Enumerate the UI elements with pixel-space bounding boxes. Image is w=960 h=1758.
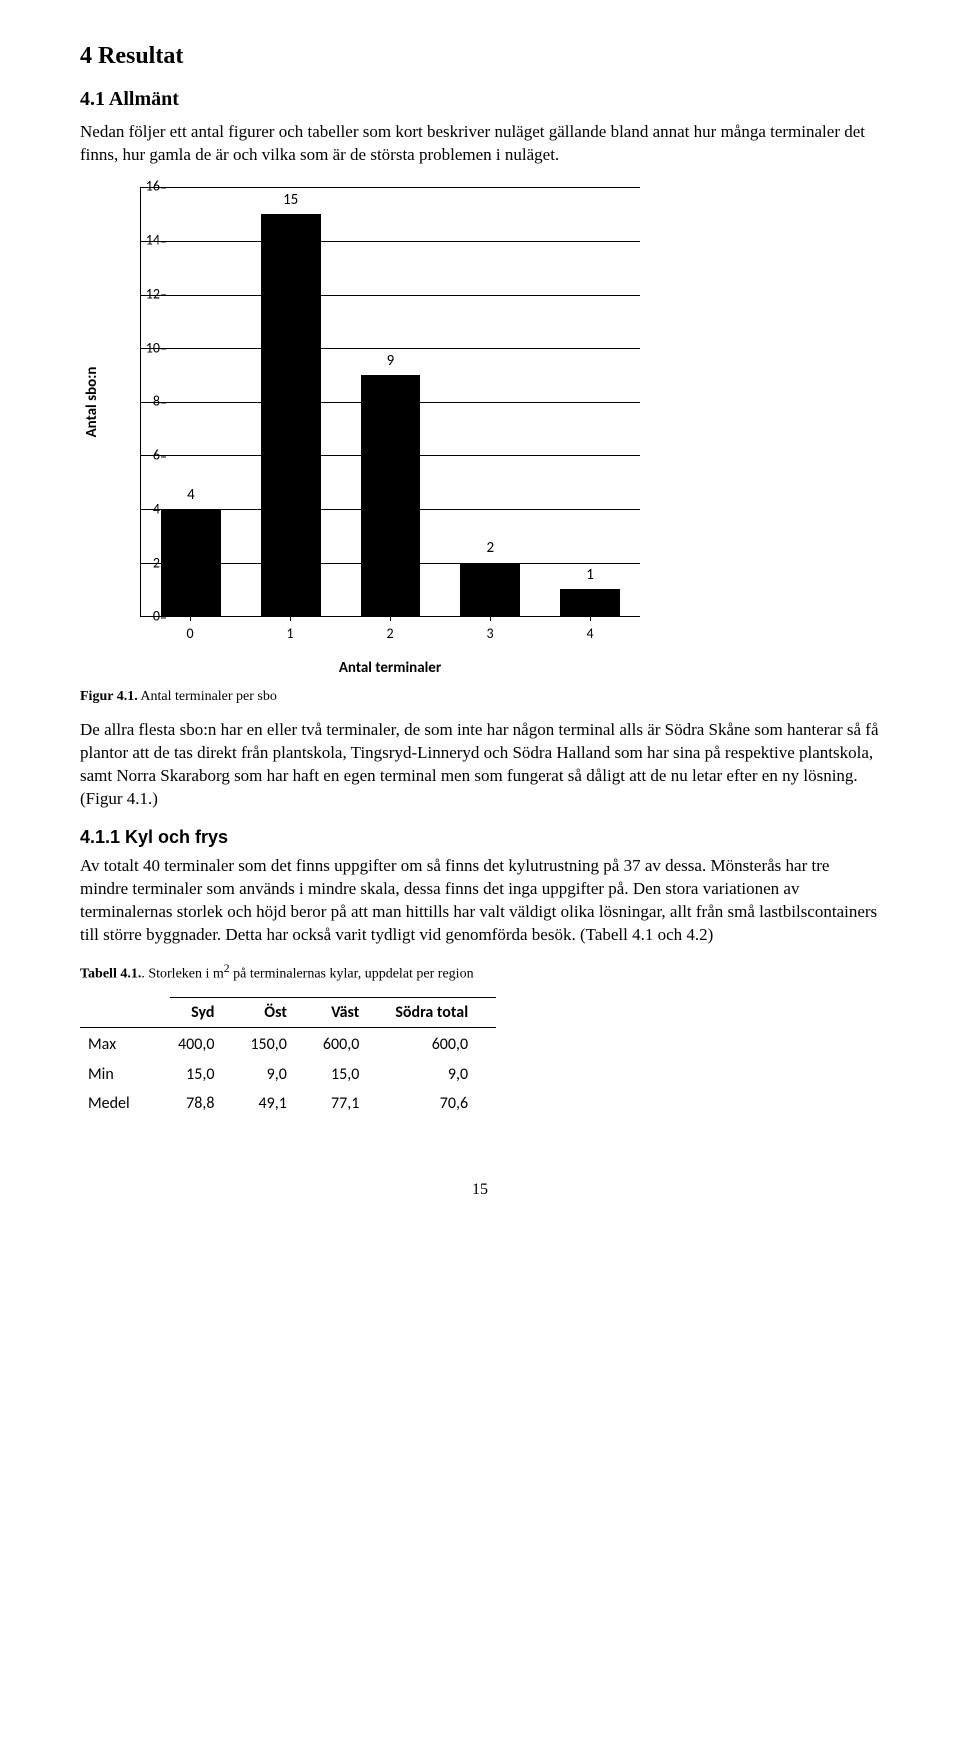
intro-paragraph: Nedan följer ett antal figurer och tabel… [80, 121, 880, 167]
table-cell: 9,0 [387, 1060, 496, 1090]
bar [460, 563, 520, 617]
bar-value-label: 4 [187, 485, 195, 505]
table-head: SydÖstVästSödra total [80, 997, 496, 1028]
table-cell: 15,0 [170, 1060, 242, 1090]
table-cell: 600,0 [315, 1028, 387, 1060]
table-caption: Tabell 4.1.. Storleken i m2 på terminale… [80, 961, 880, 985]
table-cell: 150,0 [242, 1028, 314, 1060]
x-tick: 1 [240, 625, 340, 644]
table-column-header: Syd [170, 997, 242, 1028]
bar-chart-figure: Antal sbo:n 0246810121416 415921 01234 A… [80, 187, 640, 678]
figure-caption-text: Antal terminaler per sbo [138, 689, 277, 704]
y-axis-label: Antal sbo:n [82, 367, 102, 438]
table-cell: 400,0 [170, 1028, 242, 1060]
table-column-header [80, 997, 170, 1028]
table-cell: Min [80, 1060, 170, 1090]
page-number: 15 [80, 1179, 880, 1201]
table-column-header: Väst [315, 997, 387, 1028]
dimensions-table: SydÖstVästSödra total Max400,0150,0600,0… [80, 997, 496, 1119]
subsubsection-heading: 4.1.1 Kyl och frys [80, 825, 880, 849]
chart-plot-area: 4 15 9 2 1 [140, 187, 640, 617]
table-cell: 78,8 [170, 1089, 242, 1119]
table-cell: 49,1 [242, 1089, 314, 1119]
x-tick: 2 [340, 625, 440, 644]
table-cell: 600,0 [387, 1028, 496, 1060]
table-cell: Max [80, 1028, 170, 1060]
x-tick: 4 [540, 625, 640, 644]
table-cell: 15,0 [315, 1060, 387, 1090]
subsection-heading: 4.1 Allmänt [80, 86, 880, 113]
table-caption-label: Tabell 4.1. [80, 967, 141, 982]
body-paragraph-2: Av totalt 40 terminaler som det finns up… [80, 855, 880, 947]
figure-caption-label: Figur 4.1. [80, 689, 138, 704]
table-row: Medel78,849,177,170,6 [80, 1089, 496, 1119]
bar [361, 375, 421, 616]
table-cell: 9,0 [242, 1060, 314, 1090]
table-row: Max400,0150,0600,0600,0 [80, 1028, 496, 1060]
body-paragraph-1: De allra flesta sbo:n har en eller två t… [80, 719, 880, 811]
bar-value-label: 9 [387, 351, 395, 371]
table-row: Min15,09,015,09,0 [80, 1060, 496, 1090]
bar-value-label: 1 [586, 565, 594, 585]
x-tick: 0 [140, 625, 240, 644]
bar-value-label: 15 [283, 190, 298, 210]
x-tick: 3 [440, 625, 540, 644]
x-axis-label: Antal terminaler [140, 658, 640, 678]
table-body: Max400,0150,0600,0600,0Min15,09,015,09,0… [80, 1028, 496, 1119]
bar-value-label: 2 [486, 538, 494, 558]
bar [261, 214, 321, 616]
table-cell: 70,6 [387, 1089, 496, 1119]
x-axis-ticks: 01234 [140, 625, 640, 644]
table-column-header: Södra total [387, 997, 496, 1028]
table-caption-text: . Storleken i m [141, 967, 223, 982]
table-cell: Medel [80, 1089, 170, 1119]
table-cell: 77,1 [315, 1089, 387, 1119]
section-heading: 4 Resultat [80, 40, 880, 72]
table-caption-text2: på terminalernas kylar, uppdelat per reg… [230, 967, 474, 982]
figure-caption: Figur 4.1. Antal terminaler per sbo [80, 688, 880, 707]
bar [560, 589, 620, 616]
table-column-header: Öst [242, 997, 314, 1028]
